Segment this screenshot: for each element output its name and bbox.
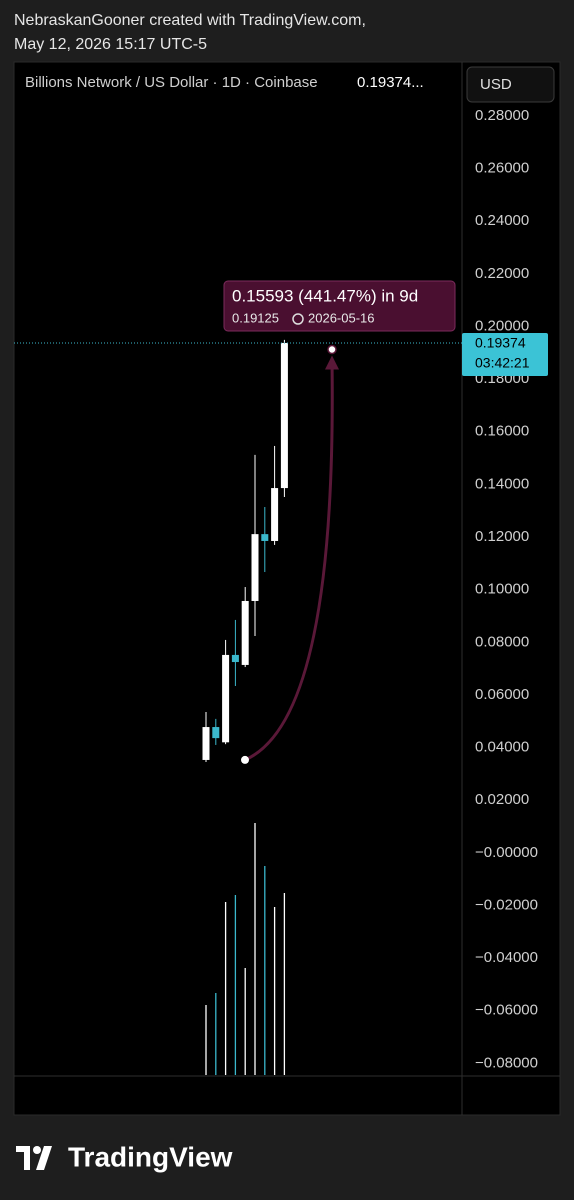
- candle-body: [261, 534, 269, 541]
- candle-body: [251, 534, 259, 601]
- y-tick-label: −0.06000: [475, 1002, 538, 1019]
- candle-body: [222, 654, 230, 743]
- price-tag-value: 0.19374: [475, 335, 526, 351]
- header-line: NebraskanGooner created with TradingView…: [14, 12, 366, 29]
- y-tick-label: 0.12000: [475, 528, 529, 545]
- candle-body: [280, 342, 288, 489]
- y-tick-label: 0.02000: [475, 791, 529, 808]
- y-tick-label: 0.22000: [475, 265, 529, 282]
- logo-shape: [16, 1146, 30, 1152]
- measure-box: [223, 280, 456, 332]
- chart-title: Billions Network / US Dollar · 1D · Coin…: [25, 74, 318, 91]
- currency-button[interactable]: [466, 66, 555, 103]
- candle-body: [271, 488, 279, 541]
- y-tick-label: 0.14000: [475, 475, 529, 492]
- logo-shape: [36, 1146, 52, 1170]
- y-tick-label: −0.02000: [475, 896, 538, 913]
- y-tick-label: 0.24000: [475, 212, 529, 229]
- y-tick-label: 0.20000: [475, 317, 529, 334]
- currency-label[interactable]: USD: [480, 76, 512, 93]
- y-tick-label: −0.00000: [475, 844, 538, 861]
- logo-text: TradingView: [68, 1141, 233, 1172]
- y-tick-label: 0.28000: [475, 107, 529, 124]
- measure-date: 2026-05-16: [308, 310, 375, 325]
- chart-panel: [13, 61, 561, 1116]
- header-line: May 12, 2026 15:17 UTC-5: [14, 36, 207, 53]
- candle-body: [202, 727, 210, 760]
- measure-arrow: [244, 361, 334, 762]
- y-tick-label: 0.06000: [475, 686, 529, 703]
- y-tick-label: 0.10000: [475, 581, 529, 598]
- y-tick-label: 0.08000: [475, 633, 529, 650]
- logo-shape: [33, 1146, 41, 1154]
- measure-start: [241, 755, 249, 764]
- candle-body: [231, 654, 239, 663]
- header-price: 0.19374...: [357, 74, 424, 91]
- clock-icon: [292, 313, 304, 325]
- tv-logo: [16, 1146, 52, 1170]
- measure-label: 0.15593 (441.47%) in 9d: [232, 286, 418, 305]
- y-tick-label: 0.04000: [475, 739, 529, 756]
- y-tick-label: 0.16000: [475, 423, 529, 440]
- measure-end: [327, 344, 337, 355]
- candle-body: [241, 600, 249, 665]
- measure-target: 0.19125: [232, 310, 279, 325]
- y-tick-label: 0.26000: [475, 160, 529, 177]
- logo-shape: [24, 1146, 30, 1170]
- arrow-head: [325, 355, 339, 370]
- price-tag: [462, 332, 548, 376]
- y-tick-label: −0.08000: [475, 1054, 538, 1071]
- candle-body: [212, 727, 220, 739]
- y-tick-label: −0.04000: [475, 949, 538, 966]
- price-tag-countdown: 03:42:21: [475, 355, 530, 371]
